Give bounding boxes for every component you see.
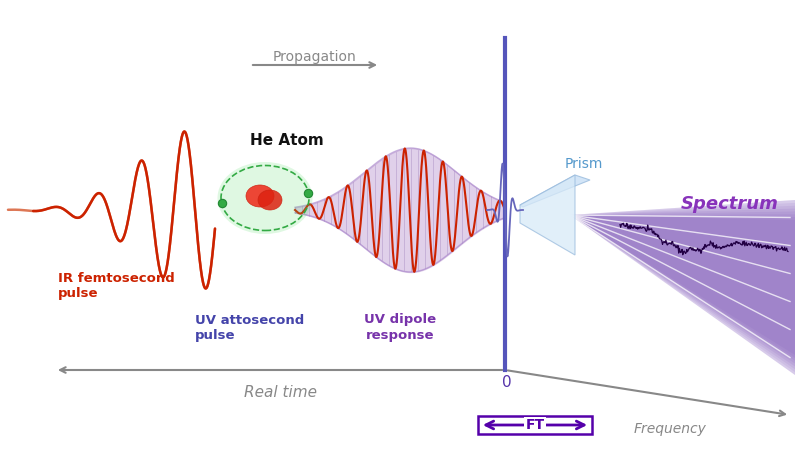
Text: pulse: pulse	[195, 330, 235, 343]
Polygon shape	[520, 175, 575, 255]
Polygon shape	[570, 208, 795, 366]
Polygon shape	[520, 175, 590, 207]
Text: Spectrum: Spectrum	[681, 195, 779, 213]
Polygon shape	[570, 215, 795, 355]
Polygon shape	[570, 200, 795, 375]
Text: Real time: Real time	[243, 385, 317, 400]
Text: Propagation: Propagation	[273, 50, 357, 64]
Polygon shape	[570, 206, 795, 369]
Text: IR femtosecond: IR femtosecond	[58, 271, 174, 284]
Text: FT: FT	[526, 418, 545, 432]
Polygon shape	[570, 212, 795, 363]
Text: Frequency: Frequency	[634, 422, 706, 436]
Text: 0: 0	[502, 375, 512, 390]
Polygon shape	[570, 200, 795, 375]
Polygon shape	[570, 203, 795, 372]
Ellipse shape	[218, 162, 313, 234]
Ellipse shape	[246, 185, 274, 207]
Polygon shape	[570, 214, 795, 361]
Text: UV dipole: UV dipole	[364, 313, 436, 326]
Text: pulse: pulse	[58, 288, 98, 300]
Text: response: response	[366, 330, 434, 343]
Polygon shape	[570, 215, 795, 358]
Text: Prism: Prism	[565, 157, 603, 171]
Text: UV attosecond: UV attosecond	[195, 313, 304, 326]
Text: He Atom: He Atom	[250, 133, 324, 148]
Ellipse shape	[258, 190, 282, 210]
